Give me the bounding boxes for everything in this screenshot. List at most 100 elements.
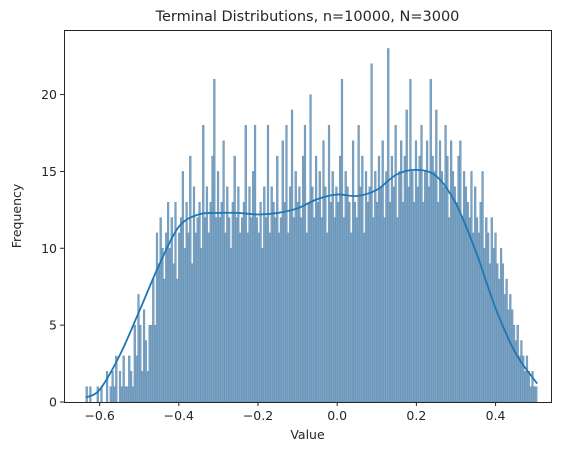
histogram-bar	[207, 232, 210, 403]
y-axis-label: Frequency	[9, 183, 24, 248]
histogram-bar	[437, 201, 440, 403]
histogram-bar	[220, 201, 223, 403]
histogram-bar	[142, 309, 146, 403]
histogram-bar	[398, 171, 401, 403]
histogram-bar	[205, 186, 209, 403]
histogram-bar	[525, 355, 529, 403]
histogram-bar	[324, 186, 327, 403]
histogram-bar	[181, 171, 184, 403]
histogram-bar	[353, 201, 357, 403]
histogram-bar	[248, 186, 251, 403]
histogram-bar	[257, 232, 260, 403]
histogram-bar	[427, 186, 431, 403]
histogram-bar	[329, 201, 332, 403]
y-axis-ticks: 0 5 10 15 20	[41, 87, 64, 410]
histogram-bar	[527, 371, 530, 403]
histogram-bar	[118, 371, 122, 403]
histogram-bar	[298, 186, 301, 403]
histogram-bar	[446, 155, 449, 403]
histogram-bar	[511, 309, 514, 403]
histogram-bar	[235, 217, 238, 403]
y-tick-label: 10	[41, 241, 57, 256]
histogram-bar	[468, 217, 471, 403]
histogram-bar	[431, 155, 434, 403]
histogram-bar	[85, 386, 88, 403]
histogram-bar	[178, 232, 181, 403]
histogram-bar	[342, 217, 345, 403]
histogram-bar	[287, 232, 290, 403]
histogram-bar	[244, 125, 247, 403]
histogram-bar	[120, 386, 123, 403]
histogram-bar	[316, 201, 320, 403]
histogram-bar	[185, 201, 188, 403]
histogram-bar	[357, 125, 360, 403]
histogram-bar	[126, 386, 129, 403]
histogram-bar	[383, 217, 386, 403]
histogram-bar	[292, 217, 295, 403]
histogram-bar	[327, 125, 331, 403]
y-tick-label: 0	[49, 395, 57, 410]
histogram-bar	[139, 324, 142, 403]
histogram-bar	[501, 263, 505, 403]
histogram-bar	[464, 186, 468, 403]
histogram-bar	[366, 201, 369, 403]
histogram-bar	[276, 155, 279, 403]
histogram-bar	[259, 201, 262, 403]
kde-curve	[85, 168, 538, 399]
histogram-bar	[474, 186, 477, 403]
histogram-bar	[396, 217, 399, 403]
histogram-bar	[263, 186, 266, 403]
histogram-bar	[194, 232, 197, 403]
histogram-bar	[309, 94, 312, 403]
x-axis-label: Value	[290, 427, 325, 442]
histogram-bar	[459, 140, 462, 403]
histogram-bar	[159, 217, 162, 403]
histogram-bar	[413, 201, 416, 403]
histogram-bar	[505, 278, 508, 403]
histogram-bars	[85, 48, 538, 403]
histogram-bar	[498, 278, 501, 403]
histogram-bar	[163, 278, 166, 403]
histogram-bar	[479, 201, 482, 403]
histogram-bar	[387, 48, 390, 403]
histogram-bar	[442, 186, 445, 403]
histogram-bar	[368, 186, 371, 403]
histogram-bar	[240, 217, 244, 403]
histogram-bar	[440, 171, 443, 403]
histogram-bar	[403, 155, 406, 403]
x-axis-ticks: −0.6 −0.4 −0.2 0.0 0.2 0.4	[84, 402, 506, 423]
x-tick-label: 0.0	[327, 408, 347, 423]
histogram-bar	[429, 79, 432, 403]
histogram-bar	[388, 201, 392, 403]
histogram-bar	[124, 386, 127, 403]
histogram-bar	[377, 155, 381, 403]
histogram-bar	[422, 201, 425, 403]
histogram-bar	[512, 324, 516, 403]
histogram-bar	[433, 171, 436, 403]
histogram-bar	[372, 217, 375, 403]
y-tick-label: 5	[49, 318, 57, 333]
histogram-bar	[285, 125, 288, 403]
histogram-bar	[339, 155, 342, 403]
histogram-bar	[424, 171, 427, 403]
histogram-bar	[133, 324, 136, 403]
histogram-bar	[189, 155, 192, 403]
histogram-bar	[122, 355, 125, 403]
chart-title: Terminal Distributions, n=10000, N=3000	[155, 9, 460, 25]
histogram-bar	[472, 232, 475, 403]
histogram-bar	[89, 386, 92, 403]
histogram-bar	[318, 171, 321, 403]
histogram-bar	[453, 186, 456, 403]
histogram-bar	[277, 232, 281, 403]
histogram-bar	[518, 355, 521, 403]
histogram-bar	[307, 201, 310, 403]
histogram-bar	[337, 201, 340, 403]
histogram-bar	[392, 186, 395, 403]
histogram-bar	[475, 217, 479, 403]
histogram-bar	[335, 186, 338, 403]
histogram-bar	[444, 125, 447, 403]
histogram-bar	[198, 201, 201, 403]
histogram-bar	[154, 324, 157, 403]
histogram-bar	[331, 171, 334, 403]
histogram-bar	[192, 186, 196, 403]
